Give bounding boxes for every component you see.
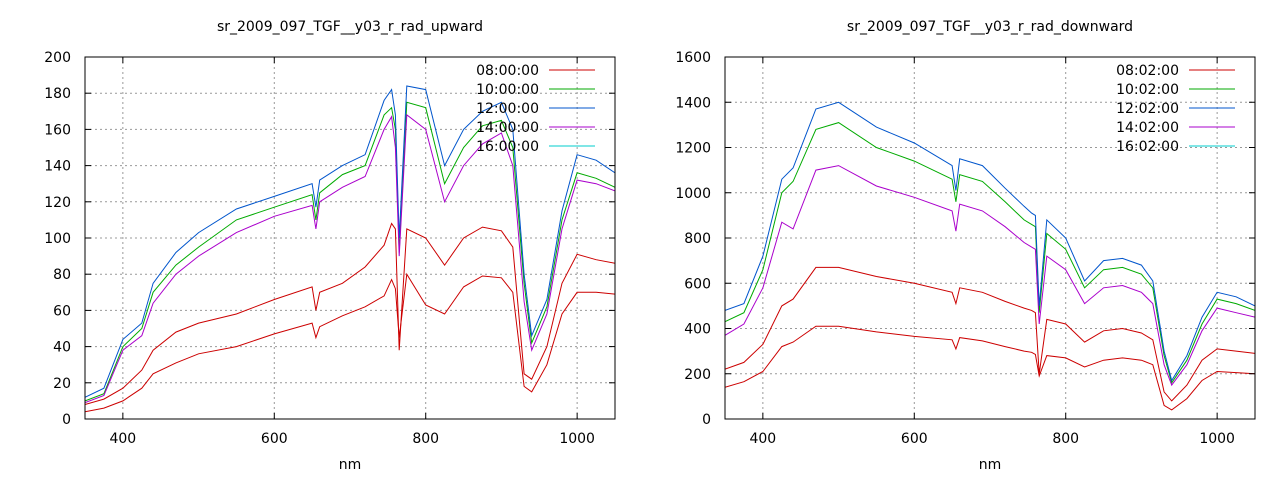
x-tick-label: 1000 [559, 431, 595, 447]
y-tick-label: 40 [53, 340, 71, 356]
legend: 08:00:00 10:00:00 12:00:00 14:00:00 16:00:00 [476, 63, 595, 155]
series-line [85, 85, 615, 398]
y-tick-label: 120 [44, 195, 71, 211]
series-line-secondary [725, 325, 1255, 411]
series-lines [725, 101, 1255, 411]
legend: 08:02:00 10:02:00 12:02:00 14:02:00 16:02:00 [1116, 63, 1235, 155]
legend-label: 14:02:00 [1116, 120, 1179, 136]
y-tick-label: 100 [44, 231, 71, 247]
series-line [85, 222, 615, 405]
series-line [725, 101, 1255, 382]
x-tick-label: 800 [1052, 431, 1079, 447]
x-tick-label: 600 [901, 431, 928, 447]
chart-title: sr_2009_097_TGF__y03_r_rad_downward [847, 19, 1133, 35]
y-tick-label: 0 [702, 412, 711, 428]
series-line [85, 101, 615, 402]
y-tick-label: 200 [684, 367, 711, 383]
legend-label: 08:00:00 [476, 63, 539, 79]
series-line [725, 122, 1255, 384]
legend-label: 10:00:00 [476, 82, 539, 98]
y-tick-label: 600 [684, 276, 711, 292]
y-tick-label: 160 [44, 122, 71, 138]
legend-label: 12:02:00 [1116, 101, 1179, 117]
y-tick-label: 800 [684, 231, 711, 247]
chart-downward: sr_2009_097_TGF__y03_r_rad_downward 400 60… [675, 19, 1256, 473]
x-tick-label: 400 [749, 431, 776, 447]
series-lines [85, 85, 615, 413]
y-tick-label: 80 [53, 267, 71, 283]
y-tick-label: 140 [44, 159, 71, 175]
y-tick-label: 0 [62, 412, 71, 428]
legend-label: 08:02:00 [1116, 63, 1179, 79]
x-axis-label: nm [979, 457, 1002, 473]
series-line [85, 113, 615, 404]
series-line [725, 266, 1255, 402]
x-tick-label: 800 [412, 431, 439, 447]
y-tick-label: 1200 [675, 141, 711, 157]
x-tick-label: 400 [109, 431, 136, 447]
x-tick-label: 600 [261, 431, 288, 447]
legend-label: 10:02:00 [1116, 82, 1179, 98]
legend-label: 14:00:00 [476, 120, 539, 136]
y-tick-label: 60 [53, 303, 71, 319]
legend-label: 16:02:00 [1116, 139, 1179, 155]
grid [725, 57, 1255, 419]
y-tick-label: 180 [44, 86, 71, 102]
legend-label: 16:00:00 [476, 139, 539, 155]
x-axis-label: nm [339, 457, 362, 473]
series-line [725, 165, 1255, 387]
y-tick-label: 200 [44, 50, 71, 66]
chart-title: sr_2009_097_TGF__y03_r_rad_upward [217, 19, 483, 35]
y-tick-label: 1000 [675, 186, 711, 202]
grid [85, 57, 615, 419]
legend-label: 12:00:00 [476, 101, 539, 117]
y-tick-label: 20 [53, 376, 71, 392]
y-tick-label: 1600 [675, 50, 711, 66]
y-tick-label: 1400 [675, 95, 711, 111]
series-line-secondary [85, 272, 615, 413]
x-tick-label: 1000 [1199, 431, 1235, 447]
y-tick-label: 400 [684, 322, 711, 338]
